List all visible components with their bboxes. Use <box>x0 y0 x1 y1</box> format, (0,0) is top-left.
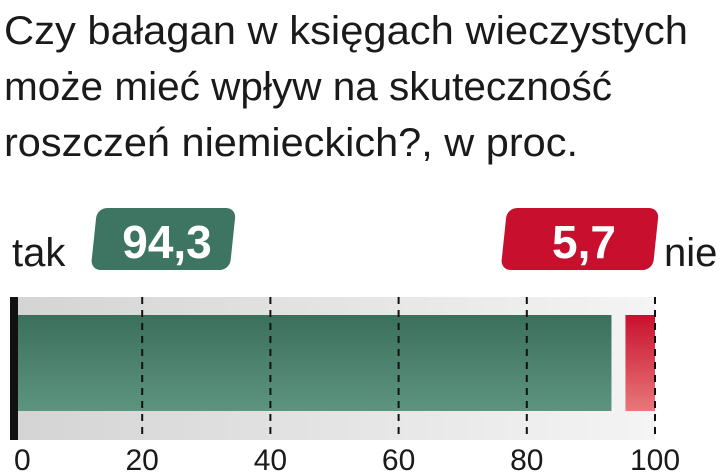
x-tick-label: 80 <box>510 444 543 476</box>
bar-segment <box>18 315 612 411</box>
value-pill <box>91 208 236 270</box>
x-tick-label: 20 <box>126 444 159 476</box>
chart-title: Czy bałagan w księgach wieczystych <box>4 9 688 53</box>
x-tick-label: 60 <box>382 444 415 476</box>
chart-title: może mieć wpływ na skuteczność <box>4 65 612 109</box>
x-tick-label: 0 <box>14 444 31 476</box>
x-tick-label: 40 <box>254 444 287 476</box>
bar-segment <box>625 315 655 411</box>
value-label: 94,3 <box>122 216 212 268</box>
axis-line <box>10 297 18 440</box>
value-pill <box>501 208 659 270</box>
legend-label: tak <box>12 231 66 275</box>
value-label: 5,7 <box>552 216 616 268</box>
x-tick-label: 100 <box>630 444 680 476</box>
legend-label: nie <box>664 231 717 275</box>
chart-title: roszczeń niemieckich?, w proc. <box>4 121 578 165</box>
